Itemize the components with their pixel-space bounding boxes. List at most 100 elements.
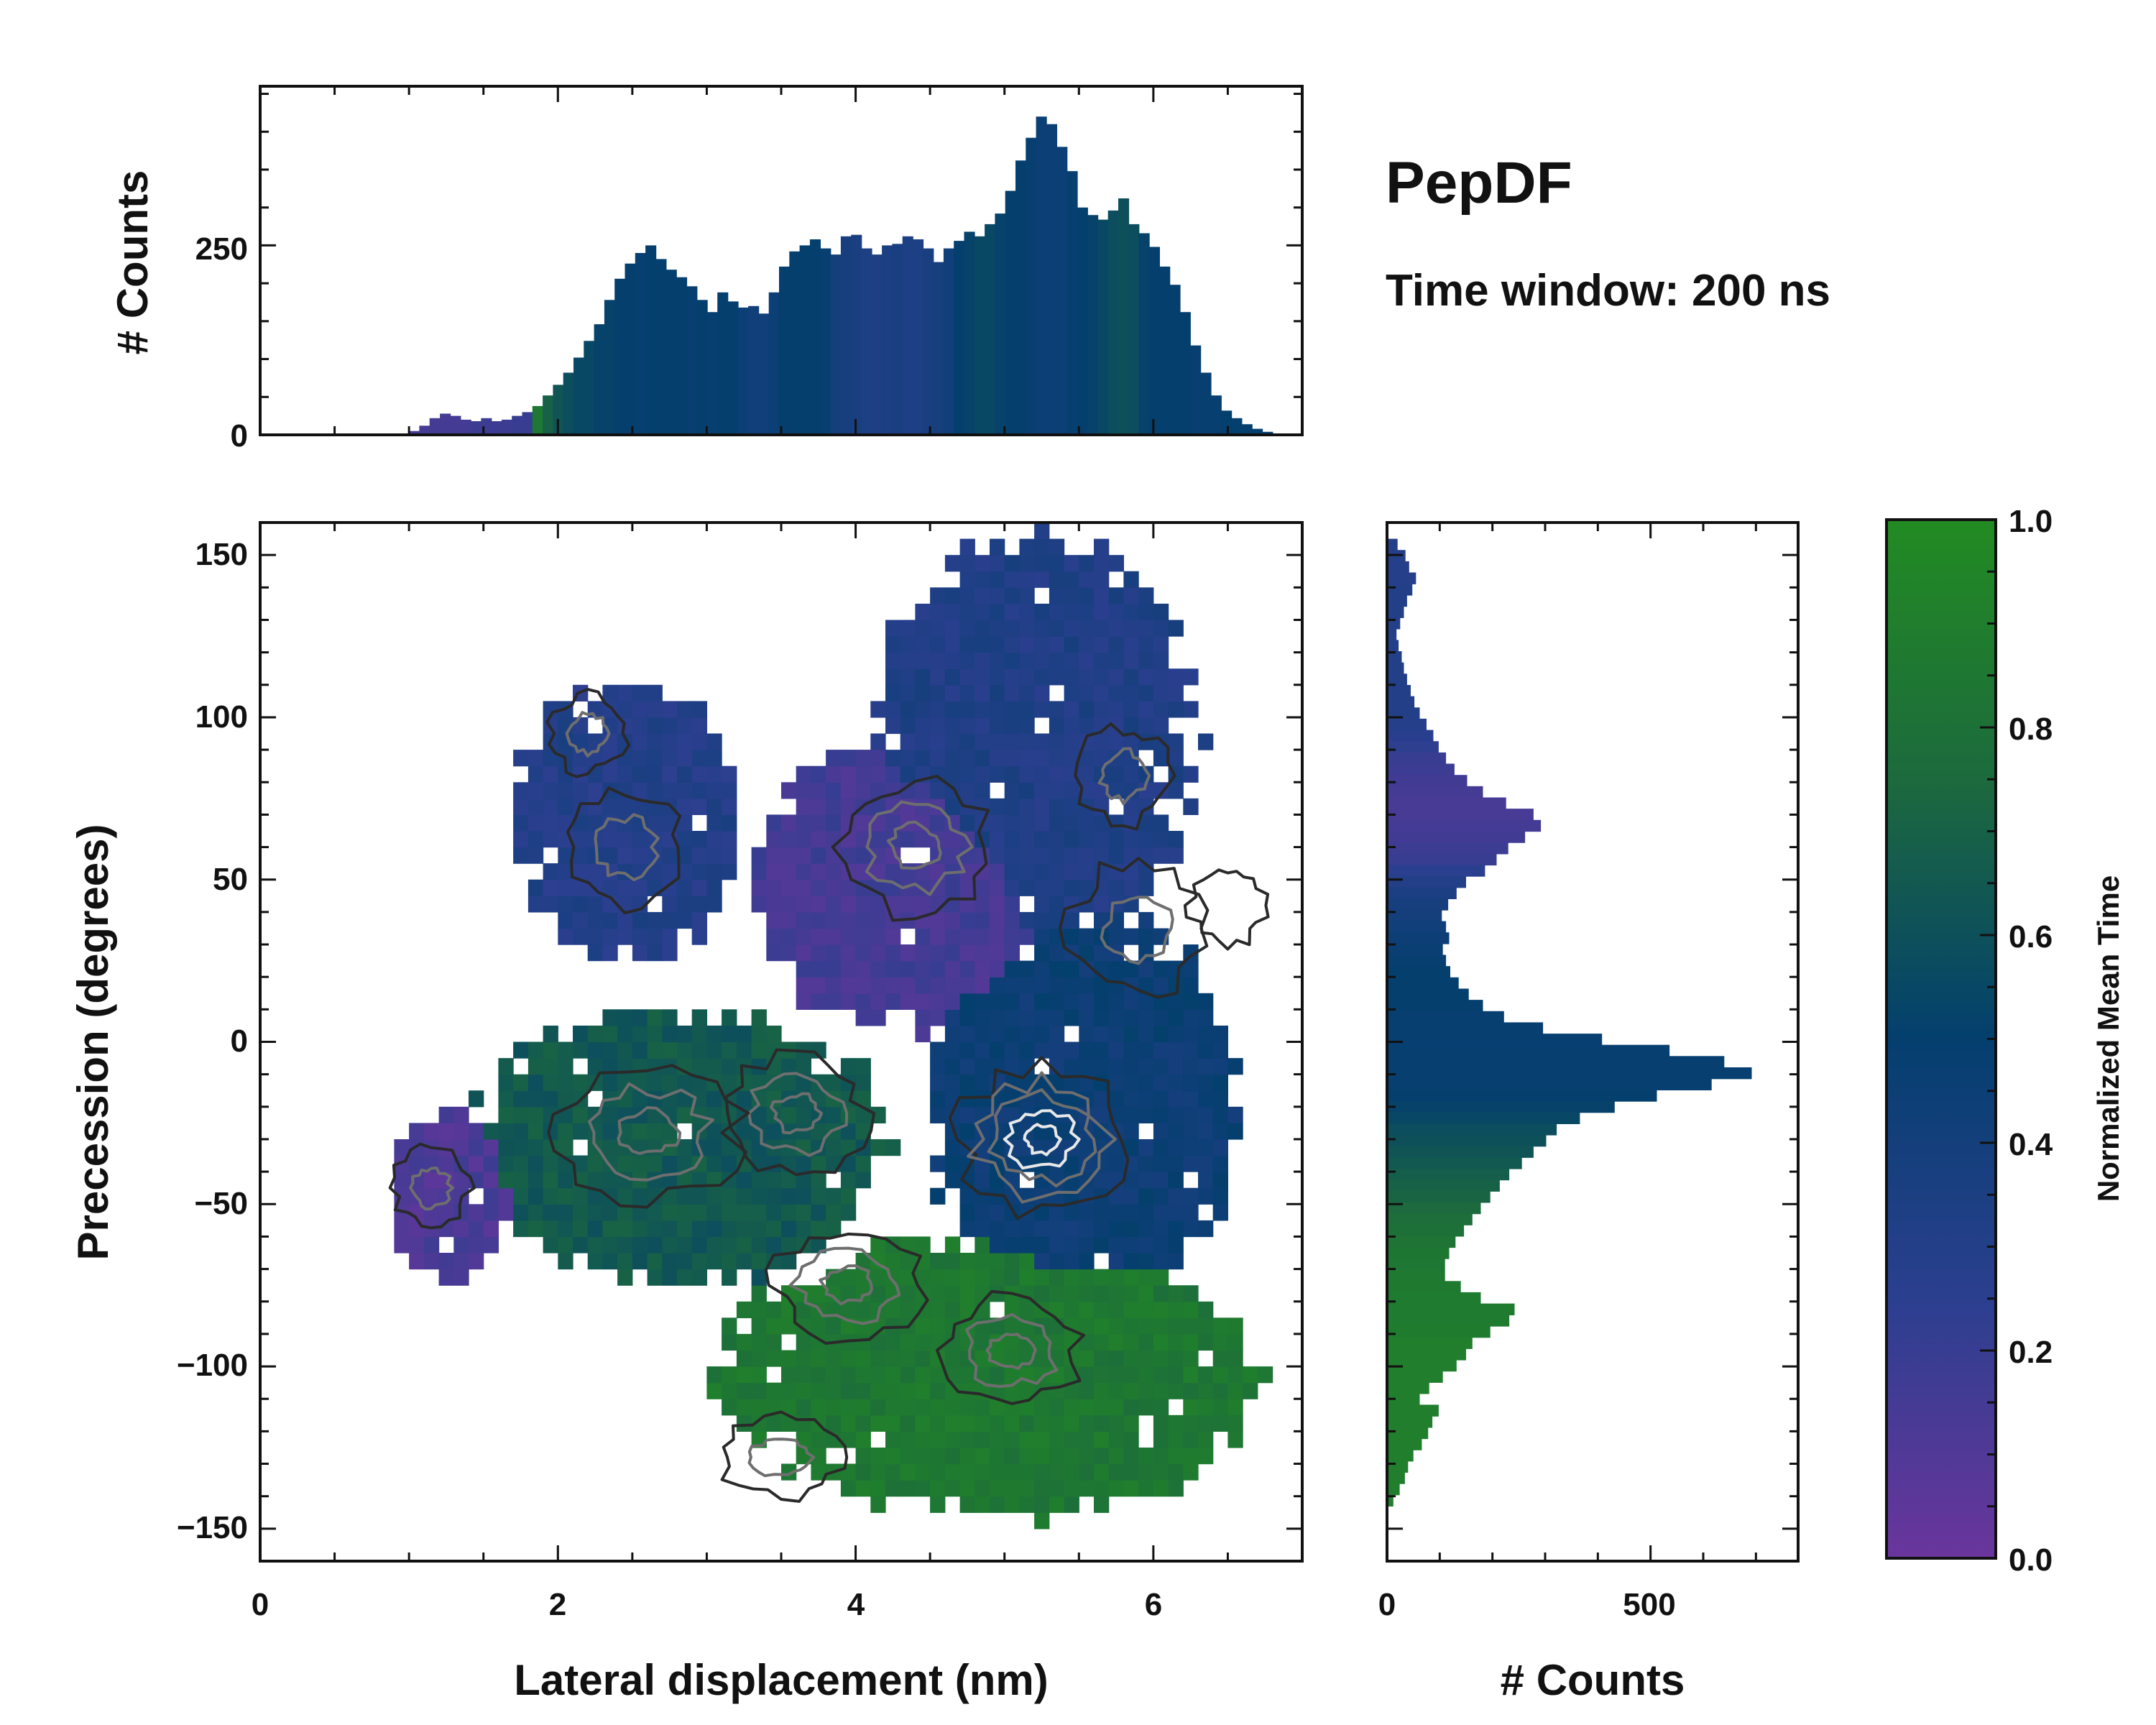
top-hist-ylabel: # Counts [109,170,157,355]
heatmap-cell [796,814,811,832]
top-hist-bar [706,312,718,435]
top-hist-bar [1128,224,1140,435]
heatmap-cell [677,847,693,864]
heatmap-cell [1153,668,1169,686]
heatmap-cell [1153,1317,1169,1335]
heatmap-cell [1168,1350,1184,1367]
heatmap-cell [1183,1106,1199,1123]
heatmap-cell [587,928,603,945]
heatmap-cell [930,603,946,621]
heatmap-cell [1168,1123,1184,1140]
heatmap-cell [1153,847,1169,864]
heatmap-cell [1004,798,1020,815]
heatmap-cell [1004,1025,1020,1043]
heatmap-cell [1183,1382,1199,1399]
heatmap-cell [975,1058,990,1075]
heatmap-cell [975,928,990,945]
heatmap-cell [662,944,678,962]
heatmap-cell [781,1074,797,1091]
heatmap-cell [602,944,618,962]
heatmap-cell [811,1236,826,1254]
right-hist-bar [1387,1450,1414,1462]
heatmap-cell [453,1139,469,1156]
heatmap-cell [1094,831,1110,848]
heatmap-cell [677,863,693,880]
heatmap-cell [840,1480,857,1497]
heatmap-cell [944,603,961,621]
heatmap-cell [959,977,975,994]
heatmap-cell [990,1204,1005,1221]
heatmap-cell [900,1399,916,1416]
heatmap-cell [587,847,603,864]
heatmap-cell [930,879,946,896]
heatmap-cell [1138,911,1154,929]
top-hist-bar [1138,233,1150,435]
heatmap-cell [617,701,633,718]
heatmap-cell [885,1399,901,1416]
heatmap-cell [781,1236,797,1254]
heatmap-cell [1019,1399,1035,1416]
heatmap-cell [1094,1431,1110,1448]
heatmap-cell [826,993,842,1010]
heatmap-cell [691,928,707,945]
heatmap-cell [1108,1480,1124,1497]
heatmap-cell [1034,1414,1050,1432]
heatmap-cell [1168,1448,1184,1465]
heatmap-cell [885,1431,901,1448]
heatmap-cell [1198,993,1214,1010]
heatmap-cell [1064,960,1079,978]
heatmap-cell [796,1155,811,1172]
right-hist-bar [1387,1179,1500,1192]
top-hist-bar [861,248,872,435]
heatmap-cell [1004,571,1020,588]
heatmap-cell [1094,1350,1110,1367]
top-hist-bar [614,278,626,435]
heatmap-cell [1212,1366,1228,1384]
heatmap-cell [751,1399,767,1416]
heatmap-cell [1079,879,1095,896]
heatmap-cell [900,944,916,962]
heatmap-cell [1243,1366,1258,1384]
heatmap-cell [751,879,767,896]
heatmap-cell [1198,1366,1214,1384]
heatmap-cell [1108,993,1124,1010]
heatmap-cell [840,1187,857,1205]
heatmap-cell [796,1399,811,1416]
heatmap-cell [751,1187,767,1205]
heatmap-cell [558,1058,573,1075]
heatmap-cell [632,1253,648,1270]
heatmap-cell [1019,814,1035,832]
heatmap-cell [1004,1496,1020,1513]
heatmap-cell [706,733,722,750]
heatmap-cell [915,1399,931,1416]
heatmap-cell [1123,1025,1139,1043]
heatmap-cell [1168,733,1184,750]
heatmap-cell [1138,1463,1154,1481]
heatmap-cell [453,1204,469,1221]
heatmap-cell [706,1155,722,1172]
heatmap-cell [1019,911,1035,929]
heatmap-cell [826,1414,842,1432]
heatmap-cell [1123,1139,1139,1156]
right-hist-bar [1387,1259,1445,1271]
heatmap-cell [930,1074,946,1091]
heatmap-cell [1064,1382,1079,1399]
heatmap-cell [855,1333,871,1351]
heatmap-cell [453,1236,469,1254]
heatmap-cell [885,636,901,653]
heatmap-cell [855,1155,871,1172]
heatmap-cell [513,1139,529,1156]
heatmap-cell [1004,1463,1020,1481]
heatmap-cell [558,798,573,815]
heatmap-cell [513,1074,529,1091]
heatmap-cell [1212,1090,1228,1108]
heatmap-cell [811,993,826,1010]
heatmap-cell [691,765,707,783]
heatmap-cell [706,1253,722,1270]
heatmap-cell [647,911,663,929]
heatmap-cell [1004,555,1020,572]
heatmap-cell [453,1253,469,1270]
main-ytick-label: 50 [213,862,248,897]
heatmap-cell [1034,1220,1050,1238]
contour-line [409,1166,455,1211]
